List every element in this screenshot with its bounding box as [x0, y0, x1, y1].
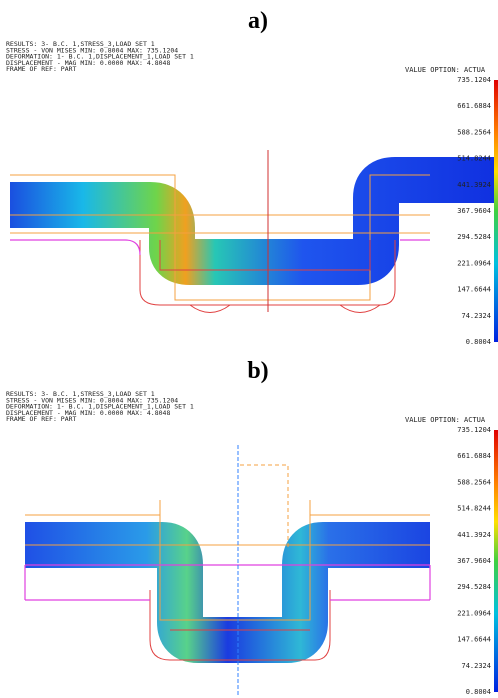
legend-title: VALUE OPTION: ACTUA: [405, 66, 486, 74]
legend-value: 221.0964: [457, 259, 491, 267]
color-bar: [494, 80, 498, 342]
deformed-part: [25, 545, 430, 640]
header-line: FRAME OF REF: PART: [6, 415, 77, 423]
legend-value: 294.5284: [457, 583, 491, 591]
legend-value: 514.8244: [457, 505, 491, 513]
legend-value: 74.2324: [461, 662, 491, 670]
color-bar: [494, 430, 498, 692]
deformed-part: [10, 180, 498, 262]
legend-value: 221.0964: [457, 609, 491, 617]
figure: a)RESULTS: 3- B.C. 1,STRESS_3,LOAD SET 1…: [0, 0, 498, 698]
legend-value: 441.3924: [457, 181, 491, 189]
panel-label: a): [248, 8, 268, 34]
legend-value: 0.8004: [466, 688, 491, 696]
legend-value: 147.6644: [457, 636, 491, 644]
legend-value: 514.8244: [457, 155, 491, 163]
legend-value: 588.2564: [457, 128, 491, 136]
panel: b)RESULTS: 3- B.C. 1,STRESS_3,LOAD SET 1…: [6, 358, 498, 696]
legend-value: 367.9604: [457, 207, 491, 215]
legend-value: 735.1204: [457, 76, 491, 84]
legend-value: 588.2564: [457, 478, 491, 486]
tool-dashed: [240, 465, 288, 548]
legend-value: 441.3924: [457, 531, 491, 539]
legend-value: 147.6644: [457, 286, 491, 294]
legend-title: VALUE OPTION: ACTUA: [405, 416, 486, 424]
panel-label: b): [247, 358, 268, 384]
legend-value: 294.5284: [457, 233, 491, 241]
base-line: [25, 565, 430, 600]
panel: a)RESULTS: 3- B.C. 1,STRESS_3,LOAD SET 1…: [6, 8, 498, 346]
legend-value: 661.6884: [457, 452, 491, 460]
header-line: FRAME OF REF: PART: [6, 65, 77, 73]
legend-value: 735.1204: [457, 426, 491, 434]
legend-value: 367.9604: [457, 557, 491, 565]
legend-value: 661.6884: [457, 102, 491, 110]
legend-value: 74.2324: [461, 312, 491, 320]
legend-value: 0.8004: [466, 338, 491, 346]
